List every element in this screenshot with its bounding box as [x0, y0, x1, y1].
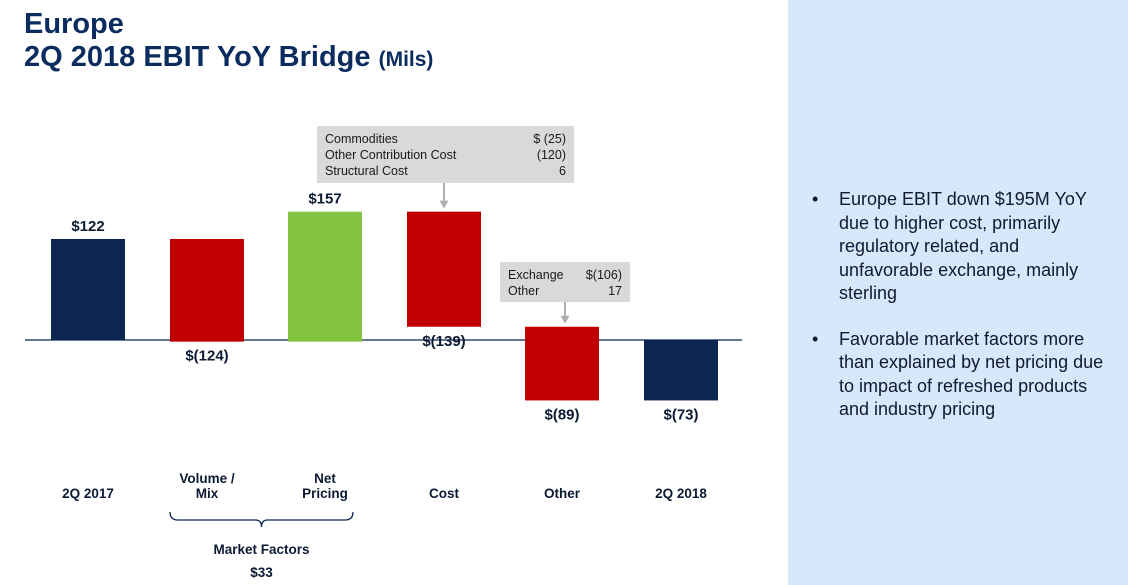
bullet-marker: •: [812, 189, 819, 209]
callout-row-value: $ (25): [533, 132, 566, 146]
bar-2q-2017: [51, 239, 125, 340]
group-value: $33: [250, 565, 273, 580]
category-label: Other: [544, 486, 581, 501]
bar-cost: [407, 211, 481, 327]
category-label: Pricing: [302, 486, 348, 501]
callout-row-label: Other Contribution Cost: [325, 148, 457, 162]
title-units: (Mils): [378, 48, 434, 71]
bullet-item: • Favorable market factors more than exp…: [808, 328, 1113, 422]
callout-row-label: Structural Cost: [325, 164, 408, 178]
value-label: $(73): [663, 406, 698, 423]
value-label: $(124): [185, 348, 228, 365]
callout-row-value: $(106): [586, 268, 622, 282]
group-bracket: [169, 511, 354, 528]
callout-box-other: [500, 262, 630, 302]
callout-row-label: Other: [508, 284, 539, 298]
category-label: 2Q 2018: [655, 486, 707, 501]
value-label: $(89): [544, 406, 579, 423]
bullet-text: Europe EBIT down $195M YoY due to higher…: [839, 189, 1087, 303]
callout-row-value: (120): [537, 148, 566, 162]
bar-2q-2018: [644, 340, 718, 401]
category-label: Mix: [196, 486, 219, 501]
bullet-text: Favorable market factors more than expla…: [839, 328, 1104, 420]
value-label: $157: [308, 191, 341, 208]
category-label: Net: [314, 471, 336, 486]
title-main: 2Q 2018 EBIT YoY Bridge: [24, 41, 371, 73]
bullet-marker: •: [812, 328, 819, 349]
value-label: $122: [71, 218, 104, 235]
value-label: $(139): [422, 333, 465, 350]
bullet-item: • Europe EBIT down $195M YoY due to high…: [808, 188, 1113, 306]
page-title: Europe 2Q 2018 EBIT YoY Bridge (Mils): [24, 8, 433, 76]
callout-row-value: 6: [559, 164, 566, 178]
waterfall-chart: $122 2Q 2017 $(124) Volume /Mix $157 NetPrici…: [25, 126, 742, 580]
category-label: Volume /: [179, 471, 235, 486]
bar-net-pricing: [288, 211, 362, 342]
commentary-panel: • Europe EBIT down $195M YoY due to high…: [788, 0, 1128, 585]
category-label: Cost: [429, 486, 460, 501]
callout-row-value: 17: [608, 284, 622, 298]
title-region: Europe: [24, 8, 124, 40]
callout-row-label: Exchange: [508, 268, 564, 282]
callout-arrow-head: [560, 315, 570, 324]
category-label: 2Q 2017: [62, 486, 114, 501]
bar-volume-mix: [170, 239, 244, 342]
callout-row-label: Commodities: [325, 132, 398, 146]
bar-other: [525, 326, 599, 401]
callout-arrow-head: [439, 200, 449, 209]
commentary-list: • Europe EBIT down $195M YoY due to high…: [808, 188, 1113, 444]
group-label: Market Factors: [213, 542, 309, 557]
callout-box-cost: [317, 126, 574, 183]
